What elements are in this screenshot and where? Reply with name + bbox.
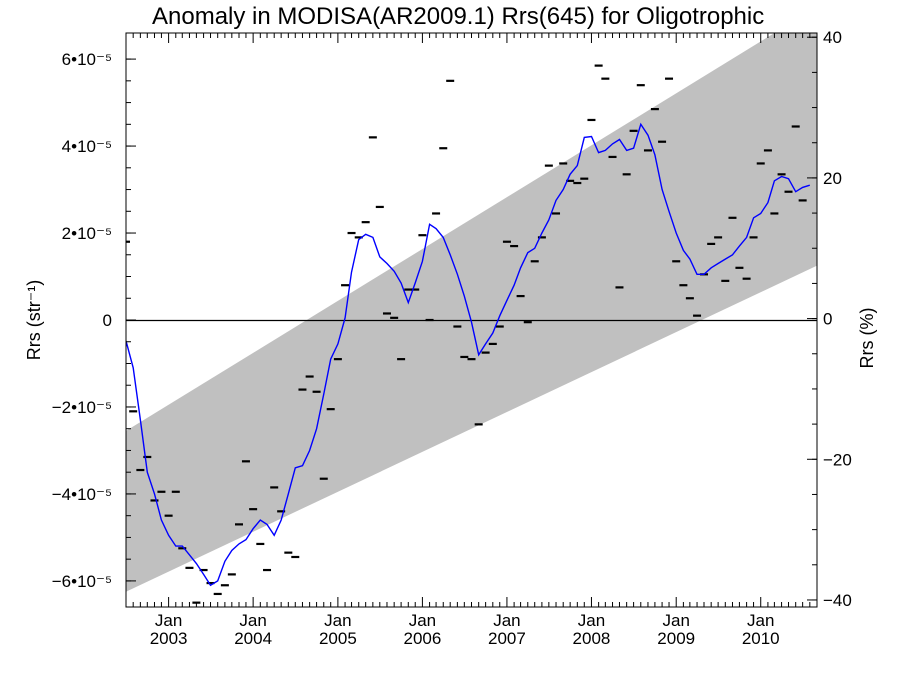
y-left-tick-label: −4•10⁻⁵ bbox=[52, 485, 112, 504]
x-year-label: 2010 bbox=[742, 629, 780, 648]
x-year-label: 2006 bbox=[403, 629, 441, 648]
x-year-label: 2008 bbox=[573, 629, 611, 648]
monthly-marks-layer bbox=[126, 64, 807, 604]
y-left-tick-label: 0 bbox=[103, 311, 112, 330]
x-month-label: Jan bbox=[578, 611, 605, 630]
y-left-tick-label: 4•10⁻⁵ bbox=[62, 137, 112, 156]
y-axis-left-label: Rrs (str⁻¹) bbox=[24, 280, 44, 360]
x-year-label: 2007 bbox=[488, 629, 526, 648]
x-month-label: Jan bbox=[493, 611, 520, 630]
y-left-tick-label: −2•10⁻⁵ bbox=[52, 398, 112, 417]
y-right-tick-label: −40 bbox=[823, 591, 852, 610]
x-month-label: Jan bbox=[324, 611, 351, 630]
x-year-label: 2009 bbox=[657, 629, 695, 648]
x-year-label: 2004 bbox=[234, 629, 272, 648]
confidence-band bbox=[126, 33, 817, 592]
x-month-label: Jan bbox=[747, 611, 774, 630]
axes-layer: 6•10⁻⁵ 4•10⁻⁵ 2•10⁻⁵ 0 −2•10⁻⁵ −4•10⁻⁵ −6•10⁻⁵… bbox=[52, 28, 852, 648]
chart-title: Anomaly in MODISA(AR2009.1) Rrs(645) for… bbox=[152, 3, 764, 30]
x-month-label: Jan bbox=[155, 611, 182, 630]
y-left-tick-label: 2•10⁻⁵ bbox=[62, 224, 112, 243]
smoothed-line bbox=[126, 122, 811, 587]
y-right-tick-label: −20 bbox=[823, 450, 852, 469]
y-axis-right-label: Rrs (%) bbox=[857, 308, 877, 369]
y-right-tick-label: 20 bbox=[823, 169, 842, 188]
x-year-label: 2005 bbox=[319, 629, 357, 648]
y-left-tick-label: −6•10⁻⁵ bbox=[52, 572, 112, 591]
smoothed-line-layer bbox=[126, 122, 811, 587]
x-month-label: Jan bbox=[409, 611, 436, 630]
y-right-tick-label: 40 bbox=[823, 28, 842, 47]
y-right-tick-label: 0 bbox=[823, 310, 832, 329]
y-left-tick-label: 6•10⁻⁵ bbox=[62, 50, 112, 69]
x-year-label: 2003 bbox=[150, 629, 188, 648]
x-month-label: Jan bbox=[662, 611, 689, 630]
x-month-label: Jan bbox=[239, 611, 266, 630]
confidence-band-layer bbox=[126, 33, 817, 592]
